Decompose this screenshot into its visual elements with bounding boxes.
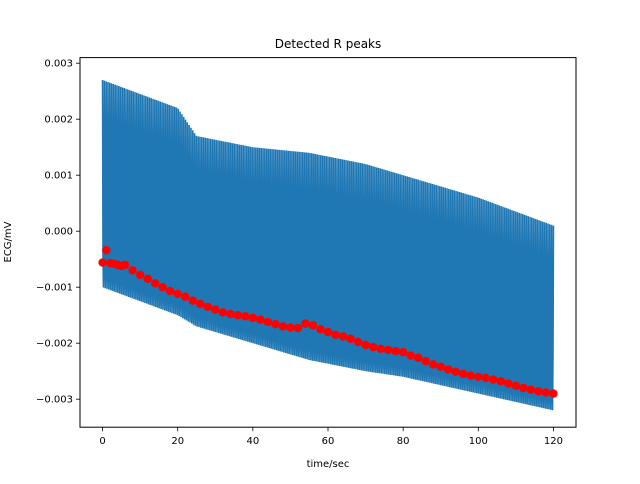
r-peak-point [466,371,475,380]
r-peak-point [496,377,506,386]
x-tick-label: 60 [322,436,335,447]
r-peak-point [188,296,197,305]
r-peak-point [504,379,513,388]
r-peak-point [286,323,295,332]
x-axis-ticks: 0 20 40 60 80 100 120 [99,427,563,447]
ecg-signal-path [101,79,555,411]
r-peak-point [211,305,220,314]
x-tick-label: 0 [99,436,105,447]
y-tick-label: 0.002 [44,115,73,126]
r-peak-point [406,351,415,360]
r-peak-point [256,315,265,324]
r-peak-point [165,286,175,296]
r-peak-point [233,311,243,320]
y-tick-label: 0.000 [44,227,73,238]
r-peak-point [98,258,107,267]
x-axis-label: time/sec [307,459,350,470]
r-peak-point [203,302,212,311]
y-tick-label: −0.003 [36,395,73,406]
y-axis-label: ECG/mV [3,221,14,262]
r-peak-point [308,321,318,330]
x-tick-label: 120 [544,436,563,447]
x-tick-label: 100 [469,436,488,447]
r-peak-point [143,274,152,283]
r-peak-point [301,319,310,328]
r-peak-point [541,388,551,397]
r-peak-point [511,381,521,390]
r-peak-point [226,309,235,319]
r-peaks-series [98,246,558,398]
r-peak-point [338,332,348,341]
r-peak-point [278,322,288,331]
r-peak-point [429,360,438,369]
r-peak-point [361,340,370,350]
r-peak-point [346,334,355,343]
r-peak-point [173,289,182,299]
x-tick-label: 80 [397,436,410,447]
r-peak-point [102,246,111,255]
r-peak-point [421,356,430,366]
r-peak-point [331,330,340,339]
r-peak-point [474,372,483,381]
r-peak-point [271,319,280,329]
y-tick-label: −0.001 [36,283,73,294]
r-peak-point [218,308,227,317]
r-peak-point [489,375,498,384]
r-peak-point [383,345,393,355]
r-peak-point [263,317,273,327]
r-peak-point [413,353,423,362]
chart-title: Detected R peaks [275,37,382,51]
r-peak-point [549,389,558,398]
r-peak-point [451,367,460,376]
y-tick-label: −0.002 [36,339,73,350]
r-peak-point [128,266,137,275]
r-peak-point [526,385,536,394]
r-peak-point [241,312,250,321]
r-peak-point [196,299,205,309]
r-peak-point [481,373,491,383]
r-peak-point [293,323,303,333]
plot-area [98,79,558,411]
r-peak-point [436,362,445,371]
y-tick-label: 0.003 [44,59,73,70]
r-peak-point [181,292,190,301]
r-peak-point [398,347,408,357]
ecg-signal-line [101,79,555,411]
r-peak-point [353,337,363,347]
r-peak-point [135,270,145,280]
r-peak-point [444,365,453,374]
r-peak-point [248,313,258,323]
r-peak-point [316,325,325,334]
r-peak-point [120,260,130,269]
r-peak-point [391,346,400,356]
r-peak-point [323,327,333,337]
r-peak-point [519,383,528,393]
x-tick-label: 20 [171,436,184,447]
r-peak-point [150,279,160,288]
r-peak-point [158,283,167,292]
y-axis-ticks: −0.003 −0.002 −0.001 0.000 0.001 0.002 0.003 [36,59,80,406]
r-peak-point [376,344,385,353]
y-tick-label: 0.001 [44,171,73,182]
r-peak-point [534,387,543,396]
r-peak-point [459,369,468,379]
r-peak-point [368,342,378,352]
x-tick-label: 40 [246,436,259,447]
